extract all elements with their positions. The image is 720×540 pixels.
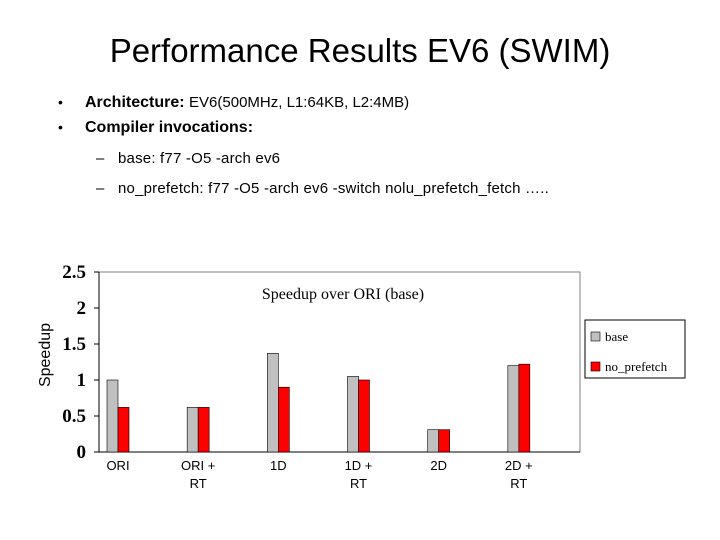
- bar-base: [106, 379, 119, 453]
- bar-base: [186, 407, 199, 453]
- sub-bullet-dash: –: [96, 180, 105, 197]
- legend: [584, 319, 686, 379]
- y-tick-label: 1.5: [62, 334, 86, 355]
- bullet-compiler-text: Compiler invocations:: [85, 119, 253, 137]
- y-tick-label: 0: [77, 442, 87, 463]
- bar-no-prefetch: [197, 407, 210, 453]
- x-tick-label: ORI +: [181, 458, 215, 473]
- bullet-compiler-label: Compiler invocations:: [85, 119, 254, 136]
- x-tick-label: RT: [510, 476, 527, 491]
- plot-area: [98, 271, 581, 453]
- y-axis-label: Speedup: [37, 323, 54, 387]
- bar-no-prefetch: [518, 363, 531, 453]
- y-tick-label: 2: [77, 298, 87, 319]
- bar-base: [267, 353, 279, 453]
- x-tick-label: RT: [190, 476, 207, 491]
- slide-title: Performance Results EV6 (SWIM): [109, 32, 611, 69]
- x-tick-label: 1D: [270, 458, 287, 473]
- sub-bullet-base: – base: f77 -O5 -arch ev6: [96, 150, 696, 170]
- y-tick-label: 1: [77, 370, 87, 391]
- bullet-compiler: • Compiler invocations:: [58, 119, 518, 141]
- x-tick-label: RT: [350, 476, 367, 491]
- legend-label-no-prefetch: no_prefetch: [605, 359, 668, 374]
- legend-swatch-no-prefetch: [590, 361, 601, 372]
- x-tick-label: 2D: [430, 458, 447, 473]
- bar-no-prefetch: [278, 386, 290, 453]
- bullet-architecture-text: Architecture: EV6(500MHz, L1:64KB, L2:4M…: [85, 94, 409, 112]
- sub-bullet-base-text: base: f77 -O5 -arch ev6: [118, 150, 281, 167]
- bar-base: [347, 376, 359, 453]
- legend-label-base: base: [605, 329, 628, 344]
- x-tick-label: 2D +: [505, 458, 533, 473]
- sub-bullet-dash: –: [96, 150, 105, 167]
- x-tick-label: ORI: [106, 458, 129, 473]
- legend-swatch-base: [590, 331, 601, 342]
- y-tick-label: 0.5: [62, 406, 86, 427]
- x-tick-label: 1D +: [345, 458, 373, 473]
- bar-no-prefetch: [117, 407, 130, 453]
- bullet-dot: •: [58, 119, 63, 135]
- sub-bullet-no-prefetch-text: no_prefetch: f77 -O5 -arch ev6 -switch n…: [118, 180, 549, 197]
- bar-base: [507, 365, 520, 453]
- bullet-architecture: • Architecture: EV6(500MHz, L1:64KB, L2:…: [58, 94, 518, 116]
- bar-base: [427, 429, 439, 453]
- chart-title: Speedup over ORI (base): [262, 286, 424, 303]
- bullet-architecture-label: Architecture:: [85, 94, 185, 111]
- bullet-architecture-detail: EV6(500MHz, L1:64KB, L2:4MB): [189, 94, 410, 111]
- sub-bullet-no-prefetch: – no_prefetch: f77 -O5 -arch ev6 -switch…: [96, 180, 696, 200]
- bar-no-prefetch: [438, 429, 450, 453]
- y-tick-label: 2.5: [62, 262, 86, 283]
- bullet-dot: •: [58, 94, 63, 110]
- bar-no-prefetch: [358, 379, 370, 453]
